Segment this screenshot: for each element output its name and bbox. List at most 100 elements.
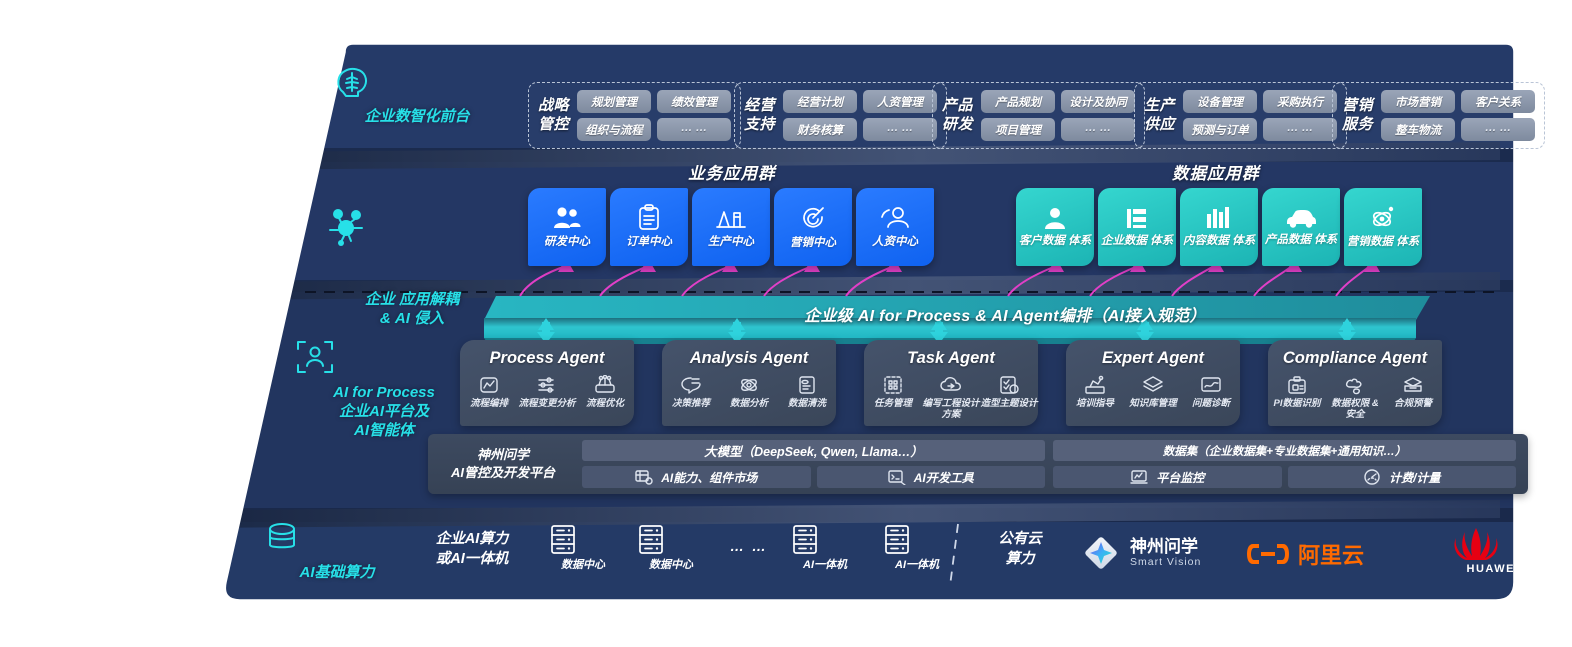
vendor-sub: Smart Vision [1130, 555, 1202, 568]
data-card-content[interactable]: 内容数据 体系 [1180, 188, 1258, 266]
data-card-label: 内容数据 体系 [1182, 234, 1256, 247]
domain-chip: 设计及协同 [1061, 90, 1136, 113]
cloud-gear-icon [940, 374, 962, 396]
platform-column-datasets: 数据集（企业数据集+专业数据集+通用知识…） 平台监控 [1049, 440, 1520, 488]
app-card-hr-center[interactable]: 人资中心 [856, 188, 934, 266]
user-solid-icon [1043, 206, 1067, 230]
feature-label: 流程优化 [585, 398, 624, 409]
public-cloud-label: 公有云 算力 [998, 531, 1042, 567]
feature-label: 数据分析 [729, 398, 768, 409]
agent-card-expert[interactable]: Expert Agent 培训指导 [1066, 340, 1240, 426]
band1-left-label: 企业数智化前台 [332, 62, 502, 127]
agent-feature[interactable]: PI数据识别 [1268, 374, 1325, 410]
domain-group-rnd: 产品 研发 产品规划 设计及协同 项目管理 … … [932, 82, 1146, 149]
agent-feature[interactable]: 知识库管理 [1124, 374, 1181, 410]
domain-chip: 财务核算 [783, 118, 858, 141]
layers-icon [1142, 374, 1164, 396]
platform-pill-label: 计费/计量 [1389, 470, 1441, 485]
agent-feature[interactable]: 决策推荐 [662, 374, 719, 410]
app-card-label: 研发中心 [544, 235, 590, 248]
agent-card-compliance[interactable]: Compliance Agent PI数据识别 [1268, 340, 1442, 426]
monitor-icon [1130, 469, 1148, 485]
agent-title: Compliance Agent [1282, 349, 1428, 367]
agent-card-analysis[interactable]: Analysis Agent 决策推荐 [662, 340, 836, 426]
vendor-name: 神州问学 [1130, 536, 1198, 556]
domain-chip: 采购执行 [1263, 90, 1338, 113]
agent-up-arrows [538, 318, 1355, 330]
agent-feature[interactable]: 流程编排 [460, 374, 517, 410]
agent-feature[interactable]: 数据分析 [720, 374, 777, 410]
platform-pill-monitor[interactable]: 平台监控 [1053, 466, 1282, 488]
feature-label: 造型主题设计 [980, 398, 1038, 409]
agent-feature[interactable]: 数据权限 & 安全 [1326, 374, 1383, 420]
agent-feature[interactable]: 培训指导 [1066, 374, 1123, 410]
car-icon [1285, 207, 1317, 229]
platform-pill-billing[interactable]: 计费/计量 [1287, 466, 1516, 488]
domain-chip: 项目管理 [981, 118, 1056, 141]
vendor-huawei: HUAWEI [1448, 526, 1538, 575]
server-icon [636, 524, 706, 556]
vendor-text: 神州问学 Smart Vision [1130, 536, 1202, 568]
band-ai-infrastructure: AI基础算力 企业AI算力 或AI一体机 数据中心 [262, 512, 1518, 600]
brain-head-icon [332, 62, 502, 102]
app-card-marketing-center[interactable]: 营销中心 [774, 188, 852, 266]
band-application-groups: 企业 应用解耦 & AI 侵入 业务应用群 数据应用群 研发中心 [329, 158, 1530, 327]
agent-feature[interactable]: 流程变更分析 [518, 374, 576, 410]
huawei-logo [1448, 526, 1538, 562]
infra-ai-appliance-2: AI一体机 [882, 524, 952, 572]
data-group-title: 数据应用群 [1172, 165, 1260, 183]
agent-feature[interactable]: 合规预警 [1384, 374, 1441, 410]
domain-chip: … … [863, 118, 938, 141]
platform-pill-label: 平台监控 [1156, 470, 1205, 485]
agent-title: Process Agent [489, 349, 605, 367]
agent-feature[interactable]: 问题诊断 [1182, 374, 1239, 410]
feature-label: 任务管理 [873, 398, 912, 409]
agent-card-task[interactable]: Task Agent 任务管理 [864, 340, 1038, 426]
permission-icon [1344, 374, 1366, 396]
infra-datacenter-1: 数据中心 [548, 524, 618, 572]
band-ai-for-process: AI for Process 企业AI平台及 AI智能体 企业级 AI for … [297, 288, 1540, 500]
data-card-product[interactable]: 产品数据 体系 [1262, 188, 1340, 266]
agent-feature[interactable]: 造型主题设计 [980, 374, 1038, 410]
platform-pill-market[interactable]: AI能力、组件市场 [582, 466, 811, 488]
shenzhou-wenxue-logo [1080, 532, 1122, 574]
agent-feature[interactable]: 任务管理 [864, 374, 921, 410]
domain-name: 战略 管控 [538, 96, 570, 133]
domain-chip: 设备管理 [1183, 90, 1258, 113]
data-card-label: 企业数据 体系 [1100, 234, 1174, 247]
band4-left-label: AI基础算力 [262, 518, 412, 583]
app-card-order-center[interactable]: 订单中心 [610, 188, 688, 266]
agent-feature[interactable]: 数据清洗 [778, 374, 835, 410]
infra-label: AI一体机 [803, 559, 847, 571]
server-icon [790, 524, 860, 556]
target-icon [799, 204, 827, 232]
agent-feature[interactable]: 流程优化 [576, 374, 633, 410]
agent-feature[interactable]: 编写工程设计方案 [922, 374, 980, 420]
platform-pill-devtool[interactable]: AI开发工具 [816, 466, 1045, 488]
training-icon [1084, 374, 1106, 396]
domain-chip: 规划管理 [577, 90, 652, 113]
design-check-icon [999, 374, 1019, 396]
domain-group-operations: 经营 支持 经营计划 人资管理 财务核算 … … [734, 82, 948, 149]
band3-left-cn: 企业AI平台及 AI智能体 [338, 402, 429, 439]
database-icon [262, 518, 412, 558]
app-card-rnd-center[interactable]: 研发中心 [528, 188, 606, 266]
agent-card-process[interactable]: Process Agent 流程编排 [460, 340, 634, 426]
feature-label: 数据权限 & 安全 [1331, 398, 1379, 420]
users-icon [552, 205, 582, 231]
atom-icon [1370, 205, 1396, 231]
app-card-production-center[interactable]: 生产中心 [692, 188, 770, 266]
task-grid-icon [883, 374, 903, 396]
decoupling-node-icon [324, 185, 500, 267]
data-card-customer[interactable]: 客户数据 体系 [1016, 188, 1094, 266]
data-card-marketing[interactable]: 营销数据 体系 [1344, 188, 1422, 266]
vendor-shenzhou-wenxue: 神州问学 Smart Vision [1080, 532, 1201, 574]
agent-title: Analysis Agent [689, 349, 809, 367]
domain-chip: … … [1061, 118, 1136, 141]
data-card-enterprise[interactable]: 企业数据 体系 [1098, 188, 1176, 266]
domain-name: 生产 供应 [1144, 96, 1176, 133]
infra-datacenter-2: 数据中心 [636, 524, 706, 572]
domain-chip: 绩效管理 [657, 90, 732, 113]
platform-column-models: 大模型（DeepSeek, Qwen, Llama…） AI能力、组件市场 [578, 440, 1049, 488]
